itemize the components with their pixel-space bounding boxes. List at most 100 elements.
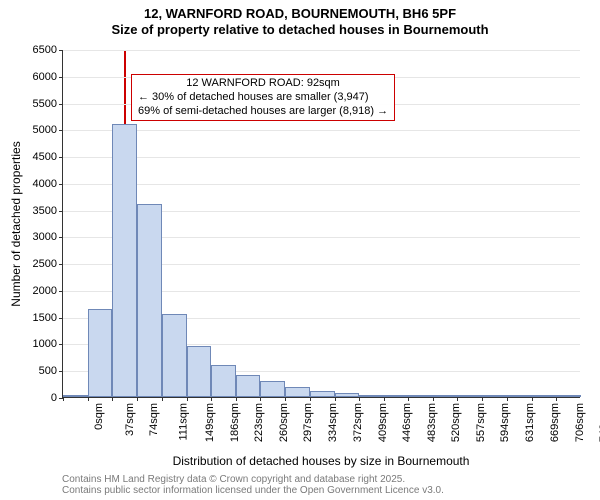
xtick-mark (556, 397, 557, 401)
histogram-bar (532, 395, 557, 397)
chart-subtitle: Size of property relative to detached ho… (0, 22, 600, 38)
xtick-mark (532, 397, 533, 401)
xtick-label: 557sqm (475, 403, 487, 442)
chart-title: 12, WARNFORD ROAD, BOURNEMOUTH, BH6 5PF (0, 6, 600, 22)
ytick-mark (59, 211, 63, 212)
xtick-label: 446sqm (401, 403, 413, 442)
xtick-mark (63, 397, 64, 401)
ytick-label: 5000 (33, 124, 57, 136)
xtick-mark (507, 397, 508, 401)
gridline-h (63, 184, 580, 185)
xtick-mark (310, 397, 311, 401)
xtick-mark (260, 397, 261, 401)
histogram-bar (310, 391, 335, 397)
xtick-mark (112, 397, 113, 401)
histogram-bar (408, 395, 433, 397)
histogram-bar (187, 346, 212, 397)
ytick-label: 5500 (33, 98, 57, 110)
histogram-bar (137, 204, 162, 397)
ytick-label: 2000 (33, 285, 57, 297)
xtick-mark (384, 397, 385, 401)
ytick-label: 6500 (33, 44, 57, 56)
y-axis-label: Number of detached properties (9, 141, 23, 306)
xtick-mark (187, 397, 188, 401)
xtick-label: 594sqm (500, 403, 512, 442)
ytick-mark (59, 130, 63, 131)
histogram-bar (162, 314, 187, 397)
ytick-mark (59, 237, 63, 238)
ytick-label: 3500 (33, 205, 57, 217)
xtick-label: 297sqm (302, 403, 314, 442)
ytick-mark (59, 344, 63, 345)
plot-area: 0500100015002000250030003500400045005000… (62, 50, 580, 398)
xtick-label: 149sqm (204, 403, 216, 442)
xtick-label: 74sqm (148, 403, 160, 436)
xtick-mark (408, 397, 409, 401)
ytick-mark (59, 77, 63, 78)
property-size-histogram: 12, WARNFORD ROAD, BOURNEMOUTH, BH6 5PF … (0, 0, 600, 500)
histogram-bar (260, 381, 285, 397)
histogram-bar (211, 365, 236, 397)
histogram-bar (335, 393, 360, 397)
ytick-mark (59, 104, 63, 105)
ytick-label: 500 (39, 365, 57, 377)
histogram-bar (112, 124, 137, 397)
histogram-bar (63, 395, 88, 397)
xtick-label: 186sqm (229, 403, 241, 442)
gridline-h (63, 130, 580, 131)
xtick-mark (359, 397, 360, 401)
xtick-mark (457, 397, 458, 401)
xtick-mark (335, 397, 336, 401)
ytick-label: 6000 (33, 71, 57, 83)
ytick-label: 0 (51, 392, 57, 404)
xtick-label: 37sqm (124, 403, 136, 436)
xtick-label: 409sqm (377, 403, 389, 442)
ytick-label: 1000 (33, 338, 57, 350)
ytick-label: 2500 (33, 258, 57, 270)
histogram-bar (433, 395, 458, 397)
xtick-mark (162, 397, 163, 401)
ytick-mark (59, 50, 63, 51)
xtick-label: 669sqm (549, 403, 561, 442)
ytick-label: 3000 (33, 231, 57, 243)
xtick-mark (482, 397, 483, 401)
ytick-mark (59, 318, 63, 319)
xtick-mark (285, 397, 286, 401)
ytick-mark (59, 264, 63, 265)
xtick-label: 260sqm (278, 403, 290, 442)
ytick-label: 4500 (33, 151, 57, 163)
histogram-bar (457, 395, 482, 397)
ytick-label: 4000 (33, 178, 57, 190)
xtick-label: 372sqm (352, 403, 364, 442)
xtick-label: 111sqm (177, 403, 189, 441)
ytick-mark (59, 157, 63, 158)
ytick-mark (59, 291, 63, 292)
footer-line-2: Contains public sector information licen… (62, 485, 444, 496)
x-axis-label: Distribution of detached houses by size … (62, 454, 580, 468)
title-block: 12, WARNFORD ROAD, BOURNEMOUTH, BH6 5PF … (0, 0, 600, 39)
xtick-mark (236, 397, 237, 401)
histogram-bar (556, 395, 581, 397)
xtick-label: 223sqm (253, 403, 265, 442)
footer-line-1: Contains HM Land Registry data © Crown c… (62, 474, 444, 485)
histogram-bar (384, 395, 409, 397)
xtick-label: 520sqm (450, 403, 462, 442)
attribution-footer: Contains HM Land Registry data © Crown c… (62, 474, 444, 496)
xtick-label: 631sqm (524, 403, 536, 442)
xtick-mark (88, 397, 89, 401)
gridline-h (63, 50, 580, 51)
xtick-mark (211, 397, 212, 401)
histogram-bar (482, 395, 507, 397)
histogram-bar (88, 309, 113, 397)
xtick-label: 706sqm (574, 403, 586, 442)
xtick-label: 0sqm (93, 403, 105, 430)
xtick-label: 483sqm (426, 403, 438, 442)
xtick-mark (433, 397, 434, 401)
xtick-label: 334sqm (327, 403, 339, 442)
histogram-bar (359, 395, 384, 397)
annotation-box: 12 WARNFORD ROAD: 92sqm ← 30% of detache… (131, 74, 395, 121)
xtick-mark (137, 397, 138, 401)
histogram-bar (236, 375, 261, 397)
annotation-line-1: 12 WARNFORD ROAD: 92sqm (138, 77, 388, 91)
ytick-mark (59, 371, 63, 372)
